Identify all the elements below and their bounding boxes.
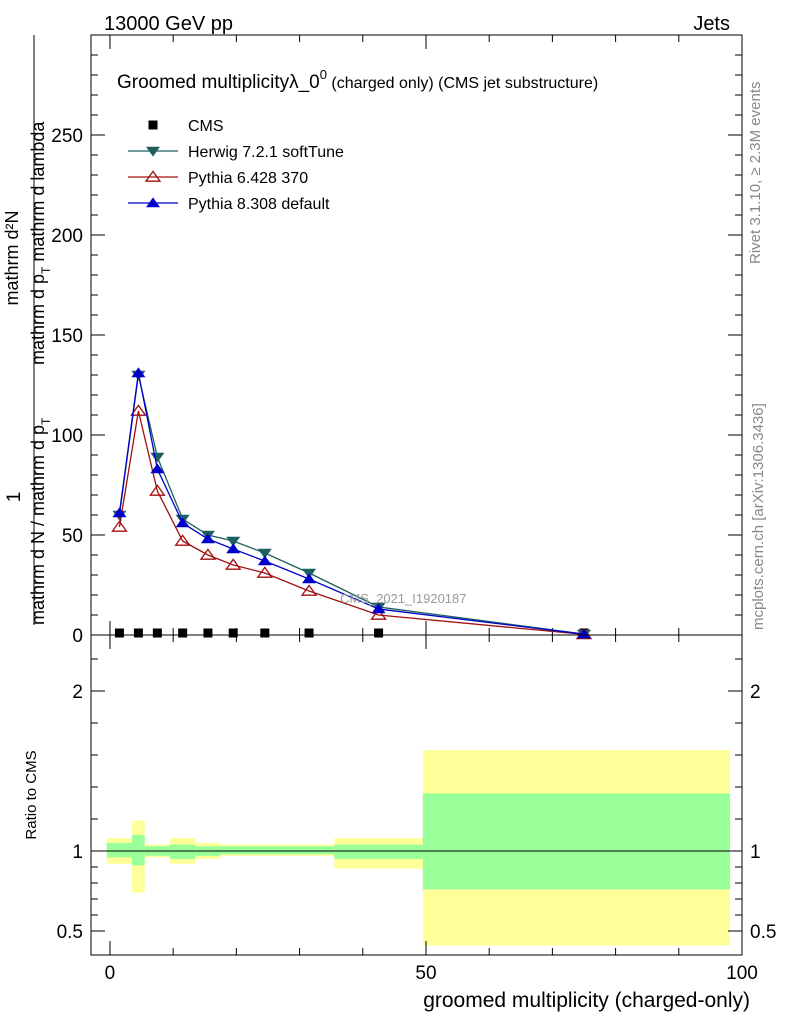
y-label-num: mathrm d²N <box>2 210 22 305</box>
legend-item: Herwig 7.2.1 softTune <box>128 144 344 161</box>
data-point <box>152 628 162 638</box>
plot-title-main: Groomed multiplicityλ_0 <box>117 72 320 93</box>
data-point <box>260 628 270 638</box>
ratio-band-inner <box>334 844 423 859</box>
legend: CMS Herwig 7.2.1 softTune Pythia 6.428 370… <box>128 118 344 213</box>
y-tick-label: 0 <box>72 626 83 647</box>
analysis-tag: CMS_2021_I1920187 <box>340 591 467 606</box>
x-axis-label: groomed multiplicity (charged-only) <box>423 989 750 1012</box>
ratio-y-tick-label-right: 2 <box>750 682 761 703</box>
data-point <box>200 533 215 544</box>
legend-label: Pythia 6.428 370 <box>188 170 308 187</box>
data-point <box>228 628 238 638</box>
series-line <box>118 372 585 635</box>
data-point <box>114 628 124 638</box>
data-point <box>150 452 165 463</box>
legend-item: CMS <box>148 118 224 135</box>
data-point <box>174 534 191 546</box>
legend-marker <box>146 197 160 208</box>
data-point <box>302 573 317 584</box>
data-point <box>149 484 166 496</box>
ratio-y-tick-label: 0.5 <box>57 922 83 943</box>
x-tick-label: 50 <box>415 963 436 984</box>
y-label-one: 1 <box>4 492 25 503</box>
data-point <box>226 536 241 547</box>
data-point <box>112 507 127 518</box>
series-pythia-6-428-370 <box>111 404 593 640</box>
ratio-band-inner <box>106 843 133 858</box>
rivet-label: Rivet 3.1.10, ≥ 2.3M events <box>747 82 764 265</box>
x-tick-label: 0 <box>105 963 116 984</box>
collision-label: 13000 GeV pp <box>104 13 233 35</box>
series-line <box>118 410 585 636</box>
data-point <box>178 628 188 638</box>
x-tick-label: 100 <box>726 963 758 984</box>
y-tick-label: 200 <box>51 226 83 247</box>
y-tick-label: 250 <box>51 126 83 147</box>
main-y-ticks: 0 50 100 150 200 250 <box>51 35 743 647</box>
series-line <box>118 374 585 635</box>
data-point <box>300 584 318 596</box>
series-pythia-8-308-default <box>112 367 591 639</box>
y-tick-label: 50 <box>62 526 83 547</box>
ratio-y-label: Ratio to CMS <box>23 750 40 839</box>
data-point <box>111 520 128 532</box>
legend-marker <box>148 120 158 130</box>
y-label-den: mathrm d pT mathrm d lambda <box>28 121 53 365</box>
y-tick-label: 150 <box>51 326 83 347</box>
ratio-panel-frame <box>90 634 743 956</box>
ratio-y-tick-label: 1 <box>72 842 83 863</box>
data-point <box>576 628 591 639</box>
plot-title-sup: 0 <box>320 67 327 82</box>
data-point <box>257 548 272 559</box>
legend-marker <box>144 170 162 182</box>
ratio-y-tick-label-right: 0.5 <box>750 922 776 943</box>
data-point <box>371 603 386 614</box>
legend-label: CMS <box>188 118 224 135</box>
ratio-band-inner <box>132 835 145 866</box>
y-axis-label: 1 mathrm d N / mathrm d pT mathrm d²N ma… <box>2 35 53 625</box>
data-point <box>226 543 241 554</box>
data-point <box>130 404 147 416</box>
ratio-y-tick-label-right: 1 <box>750 842 761 863</box>
ratio-band-inner <box>422 793 730 890</box>
data-point <box>175 517 190 528</box>
legend-marker <box>146 146 160 157</box>
data-point <box>304 628 314 638</box>
y-label-left-den: mathrm d N / mathrm d pT <box>28 417 53 625</box>
ratio-ticks: 0.5 0.5 1 1 2 2 0 50 100 <box>57 635 776 984</box>
ratio-y-tick-label: 2 <box>72 682 83 703</box>
data-point <box>199 548 217 560</box>
data-point <box>133 628 143 638</box>
data-point <box>224 558 242 570</box>
legend-item: Pythia 8.308 default <box>128 196 330 213</box>
data-point <box>203 628 213 638</box>
data-point <box>150 463 165 474</box>
y-tick-label: 100 <box>51 426 83 447</box>
data-point <box>131 367 146 378</box>
plot-title: Groomed multiplicityλ_00 (charged only) … <box>117 67 598 93</box>
data-point <box>370 608 387 620</box>
ratio-band-inner <box>170 844 196 859</box>
data-point <box>374 628 384 638</box>
data-point <box>257 555 272 566</box>
jets-label: Jets <box>693 13 730 35</box>
legend-label: Herwig 7.2.1 softTune <box>188 144 344 161</box>
plot-title-rest: (charged only) (CMS jet substructure) <box>327 75 598 92</box>
legend-item: Pythia 6.428 370 <box>128 170 308 187</box>
main-series <box>111 367 593 640</box>
ratio-bands <box>106 750 730 946</box>
legend-label: Pythia 8.308 default <box>188 196 330 213</box>
series-cms <box>114 628 589 638</box>
mcplots-label: mcplots.cern.ch [arXiv:1306.3436] <box>750 403 767 630</box>
ratio-band-inner <box>220 846 335 855</box>
data-point <box>256 566 274 578</box>
